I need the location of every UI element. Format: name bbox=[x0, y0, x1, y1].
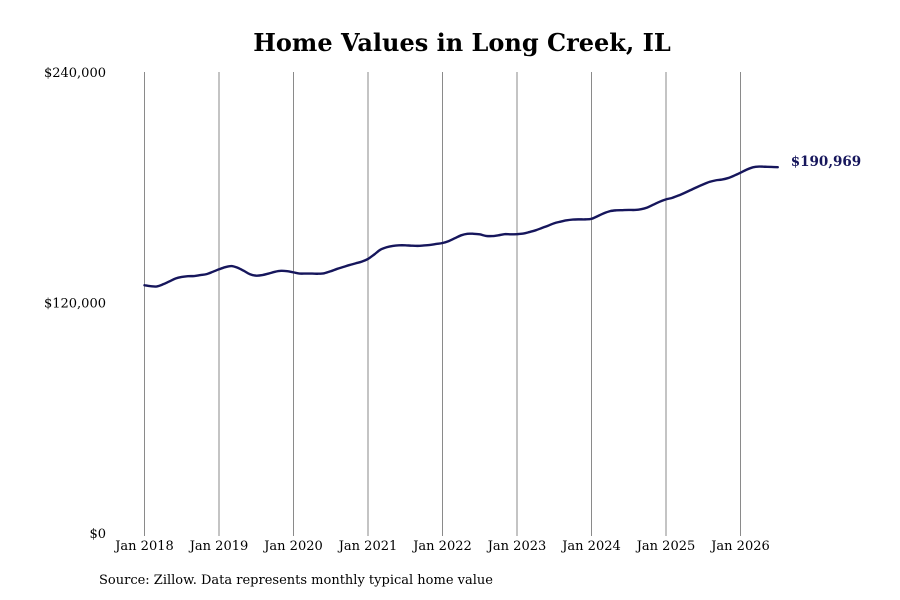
y-tick-label: $120,000 bbox=[44, 297, 106, 312]
end-value-label: $190,969 bbox=[791, 154, 861, 170]
x-tick-label: Jan 2026 bbox=[709, 539, 770, 554]
series-line bbox=[143, 165, 779, 288]
x-axis-tick-labels: Jan 2018 Jan 2019 Jan 2020 Jan 2021 Jan 2022… bbox=[113, 539, 770, 554]
x-tick-label: Jan 2020 bbox=[262, 539, 323, 554]
y-axis-tick-labels: $0 $120,000 $240,000 bbox=[44, 66, 106, 542]
source-note: Source: Zillow. Data represents monthly … bbox=[99, 573, 493, 588]
x-tick-label: Jan 2022 bbox=[411, 539, 472, 554]
x-tick-label: Jan 2021 bbox=[337, 539, 398, 554]
chart-title: Home Values in Long Creek, IL bbox=[253, 28, 671, 57]
y-tick-label: $0 bbox=[89, 527, 106, 542]
y-tick-label: $240,000 bbox=[44, 66, 106, 81]
x-tick-label: Jan 2018 bbox=[113, 539, 174, 554]
x-tick-label: Jan 2023 bbox=[486, 539, 547, 554]
x-tick-label: Jan 2019 bbox=[188, 539, 249, 554]
x-tick-label: Jan 2025 bbox=[635, 539, 696, 554]
grid-lines bbox=[144, 72, 741, 536]
x-tick-label: Jan 2024 bbox=[560, 539, 621, 554]
